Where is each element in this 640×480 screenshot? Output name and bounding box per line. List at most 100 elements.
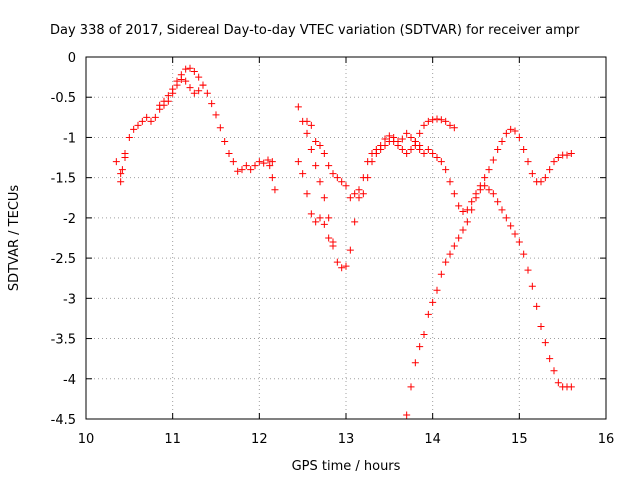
data-point [424,117,432,125]
y-tick-label: -4.5 [51,413,76,428]
data-point [511,127,519,135]
data-point [242,162,250,170]
data-point [433,115,441,123]
data-point [390,137,398,145]
y-tick-label: -4 [63,373,76,388]
data-point [550,158,558,166]
data-point [533,302,541,310]
data-points [112,64,575,419]
data-point [429,150,437,158]
data-point [294,158,302,166]
data-point [511,230,519,238]
data-point [346,246,354,254]
data-point [342,182,350,190]
data-point [320,150,328,158]
data-point [199,81,207,89]
data-point [455,202,463,210]
data-point [416,343,424,351]
data-point [442,258,450,266]
data-point [468,206,476,214]
data-point [160,97,168,105]
data-point [329,170,337,178]
data-point [554,154,562,162]
data-point [372,150,380,158]
data-point [502,214,510,222]
data-point [266,162,274,170]
data-point [307,146,315,154]
x-tick-label: 15 [511,432,528,447]
x-tick-label: 11 [164,432,181,447]
data-point [134,121,142,129]
data-point [528,170,536,178]
data-point [403,411,411,419]
data-point [294,103,302,111]
data-point [229,158,237,166]
data-point [177,71,185,79]
data-point [468,198,476,206]
data-point [437,116,445,124]
data-point [459,207,467,215]
data-point [130,125,138,133]
data-point [368,158,376,166]
data-point [472,194,480,202]
x-tick-labels: 10 11 12 13 14 15 16 [78,432,615,447]
data-point [325,214,333,222]
data-point [320,194,328,202]
data-point [515,238,523,246]
data-point [567,383,575,391]
x-axis-label: GPS time / hours [292,459,401,474]
data-point [502,129,510,137]
data-point [494,198,502,206]
data-point [173,77,181,85]
series-arc-1d [266,162,279,194]
data-point [524,266,532,274]
data-point [411,141,419,149]
y-tick-label: -3.5 [51,333,76,348]
data-point [225,150,233,158]
data-point [320,220,328,228]
data-point [338,264,346,272]
data-point [520,146,528,154]
data-point [195,73,203,81]
data-point [381,141,389,149]
data-point [429,298,437,306]
y-tick-label: -0.5 [51,91,76,106]
data-point [524,158,532,166]
data-point [182,77,190,85]
data-point [520,250,528,258]
data-point [346,194,354,202]
data-point [125,133,133,141]
chart-title: Day 338 of 2017, Sidereal Day-to-day VTE… [50,23,580,38]
data-point [216,124,224,132]
series-arc-1b [156,64,276,175]
data-point [546,166,554,174]
data-point [485,186,493,194]
data-point [299,170,307,178]
data-point [190,89,198,97]
data-point [433,286,441,294]
data-point [455,234,463,242]
data-point [554,379,562,387]
data-point [268,158,276,166]
data-point [537,178,545,186]
data-point [424,310,432,318]
y-tick-labels: 0 -0.5 -1 -1.5 -2 -2.5 -3 -3.5 -4 -4.5 [51,51,76,428]
data-point [442,117,450,125]
data-point [416,129,424,137]
data-point [307,210,315,218]
data-point [364,174,372,182]
data-point [333,258,341,266]
data-point [407,146,415,154]
y-tick-label: -3 [63,292,76,307]
data-point [420,331,428,339]
data-point [112,158,120,166]
data-point [195,87,203,95]
data-point [420,150,428,158]
data-point [316,141,324,149]
x-tick-label: 16 [598,432,615,447]
data-point [433,154,441,162]
data-point [446,250,454,258]
data-point [567,150,575,158]
data-point [186,84,194,92]
data-point [151,113,159,121]
